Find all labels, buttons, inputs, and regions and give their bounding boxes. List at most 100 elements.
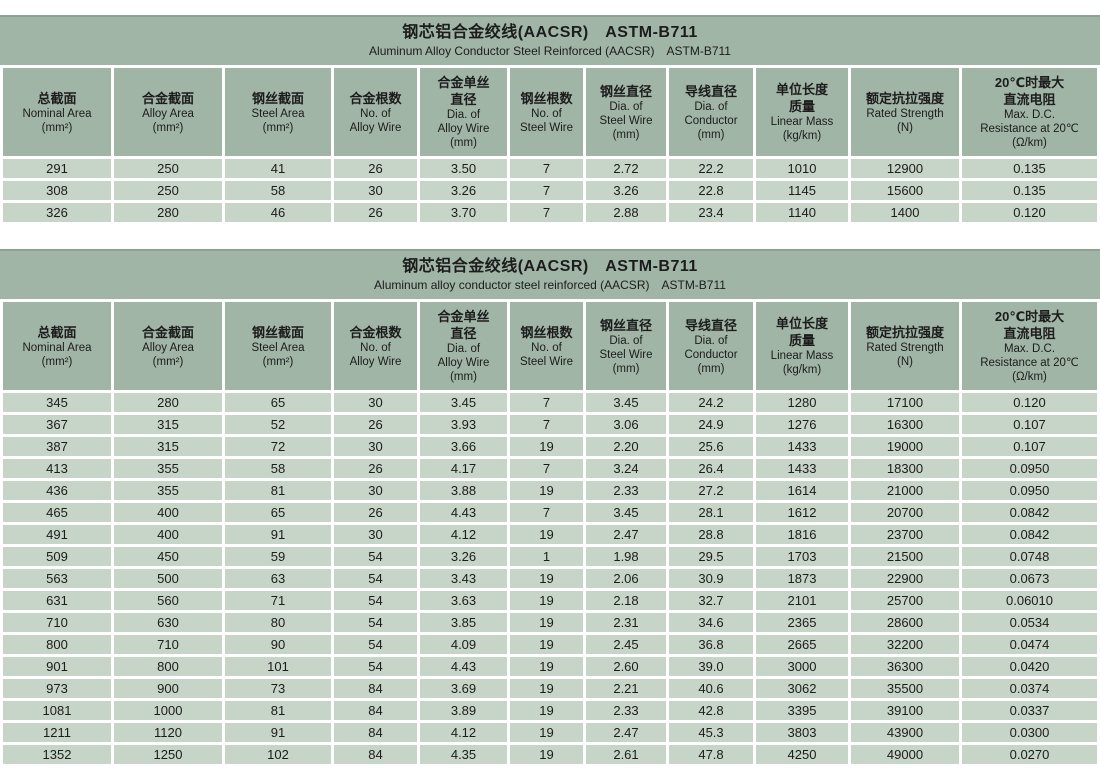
data-cell: 41 xyxy=(225,159,331,178)
data-cell: 22900 xyxy=(851,569,959,588)
data-cell: 2.72 xyxy=(586,159,666,178)
data-cell: 1873 xyxy=(756,569,848,588)
header-row: 总截面 Nominal Area (mm²) 合金截面 Alloy Area (mm²) 钢… xyxy=(3,302,1097,390)
data-cell: 19 xyxy=(510,569,583,588)
data-cell: 28.8 xyxy=(669,525,753,544)
header-label-en: Alloy Wire xyxy=(437,123,490,135)
data-cell: 21500 xyxy=(851,547,959,566)
header-label-zh: 直流电阻 xyxy=(1003,326,1056,341)
data-cell: 80 xyxy=(225,613,331,632)
data-cell: 2.33 xyxy=(586,701,666,720)
data-cell: 2.33 xyxy=(586,481,666,500)
table-body: 345 280 65 30 3.45 7 3.45 24.2 1280 17100 0.120 367… xyxy=(3,393,1097,764)
data-cell: 2.60 xyxy=(586,657,666,676)
data-cell: 0.0950 xyxy=(962,459,1097,478)
column-header-5: 合金单丝 直径 Dia. of Alloy Wire (mm) xyxy=(420,302,507,390)
header-label-zh: 钢丝根数 xyxy=(520,90,573,106)
data-cell: 19 xyxy=(510,481,583,500)
header-label-en: Dia. of xyxy=(694,334,728,347)
data-cell: 84 xyxy=(334,679,417,698)
data-cell: 4.35 xyxy=(420,745,507,764)
header-label-zh: 钢丝直径 xyxy=(599,317,652,333)
column-header-11: 20℃时最大 直流电阻 Max. D.C. Resistance at 20℃ (Ω/k… xyxy=(962,68,1097,156)
column-header-2: 合金截面 Alloy Area (mm²) xyxy=(114,68,222,156)
data-cell: 49000 xyxy=(851,745,959,764)
data-cell: 91 xyxy=(225,525,331,544)
data-cell: 3.45 xyxy=(586,503,666,522)
data-cell: 1081 xyxy=(3,701,111,720)
data-cell: 0.120 xyxy=(962,203,1097,222)
table-row: 509 450 59 54 3.26 1 1.98 29.5 1703 21500 0.0748 xyxy=(3,547,1097,566)
table-row: 436 355 81 30 3.88 19 2.33 27.2 1614 21000 0.0950 xyxy=(3,481,1097,500)
header-label-en: Linear Mass xyxy=(770,116,834,128)
data-cell: 30 xyxy=(334,393,417,412)
data-cell: 35500 xyxy=(851,679,959,698)
data-cell: 465 xyxy=(3,503,111,522)
data-cell: 39100 xyxy=(851,701,959,720)
data-cell: 102 xyxy=(225,745,331,764)
data-cell: 4.43 xyxy=(420,503,507,522)
data-cell: 23.4 xyxy=(669,203,753,222)
header-label-en: (mm) xyxy=(450,137,477,149)
table-row: 413 355 58 26 4.17 7 3.24 26.4 1433 18300 0.0950 xyxy=(3,459,1097,478)
header-label-en: (mm) xyxy=(450,371,477,383)
table-row: 631 560 71 54 3.63 19 2.18 32.7 2101 25700 0.06010 xyxy=(3,591,1097,610)
data-cell: 19 xyxy=(510,525,583,544)
data-cell: 28.1 xyxy=(669,503,753,522)
header-label-en: Alloy Wire xyxy=(437,357,490,369)
header-label-zh: 质量 xyxy=(788,333,815,348)
data-cell: 2665 xyxy=(756,635,848,654)
header-label-zh: 直流电阻 xyxy=(1003,92,1056,107)
data-cell: 0.0474 xyxy=(962,635,1097,654)
data-cell: 90 xyxy=(225,635,331,654)
column-header-1: 总截面 Nominal Area (mm²) xyxy=(3,68,111,156)
data-cell: 630 xyxy=(114,613,222,632)
data-cell: 26.4 xyxy=(669,459,753,478)
header-label-en: (Ω/km) xyxy=(1012,137,1047,149)
data-cell: 1.98 xyxy=(586,547,666,566)
header-label-en: Alloy Area xyxy=(142,107,194,120)
data-cell: 400 xyxy=(114,503,222,522)
column-header-5: 合金单丝 直径 Dia. of Alloy Wire (mm) xyxy=(420,68,507,156)
data-cell: 30 xyxy=(334,181,417,200)
data-cell: 3.63 xyxy=(420,591,507,610)
data-cell: 326 xyxy=(3,203,111,222)
column-header-9: 单位长度 质量 Linear Mass (kg/km) xyxy=(756,68,848,156)
data-cell: 631 xyxy=(3,591,111,610)
data-cell: 4.12 xyxy=(420,525,507,544)
column-header-1: 总截面 Nominal Area (mm²) xyxy=(3,302,111,390)
data-cell: 1250 xyxy=(114,745,222,764)
data-cell: 0.135 xyxy=(962,181,1097,200)
data-cell: 7 xyxy=(510,159,583,178)
data-cell: 0.0270 xyxy=(962,745,1097,764)
data-cell: 0.0673 xyxy=(962,569,1097,588)
header-label-en: (mm²) xyxy=(152,355,184,368)
column-header-3: 钢丝截面 Steel Area (mm²) xyxy=(225,68,331,156)
data-cell: 2.47 xyxy=(586,723,666,742)
data-cell: 2.21 xyxy=(586,679,666,698)
data-cell: 81 xyxy=(225,481,331,500)
data-cell: 0.0842 xyxy=(962,503,1097,522)
data-cell: 3.85 xyxy=(420,613,507,632)
data-cell: 45.3 xyxy=(669,723,753,742)
data-cell: 509 xyxy=(3,547,111,566)
column-header-6: 钢丝根数 No. of Steel Wire xyxy=(510,68,583,156)
data-cell: 563 xyxy=(3,569,111,588)
data-cell: 19 xyxy=(510,701,583,720)
data-cell: 3395 xyxy=(756,701,848,720)
data-cell: 19 xyxy=(510,613,583,632)
data-cell: 43900 xyxy=(851,723,959,742)
spec-data-table: 总截面 Nominal Area (mm²) 合金截面 Alloy Area (mm²) 钢… xyxy=(0,65,1100,225)
data-cell: 710 xyxy=(3,613,111,632)
data-cell: 84 xyxy=(334,745,417,764)
data-cell: 1120 xyxy=(114,723,222,742)
data-cell: 26 xyxy=(334,503,417,522)
header-label-en: Conductor xyxy=(684,114,738,127)
data-cell: 26 xyxy=(334,159,417,178)
data-cell: 20700 xyxy=(851,503,959,522)
header-label-en: (mm) xyxy=(697,362,725,375)
data-cell: 36.8 xyxy=(669,635,753,654)
data-cell: 0.0337 xyxy=(962,701,1097,720)
header-label-en: Dia. of xyxy=(446,109,481,121)
